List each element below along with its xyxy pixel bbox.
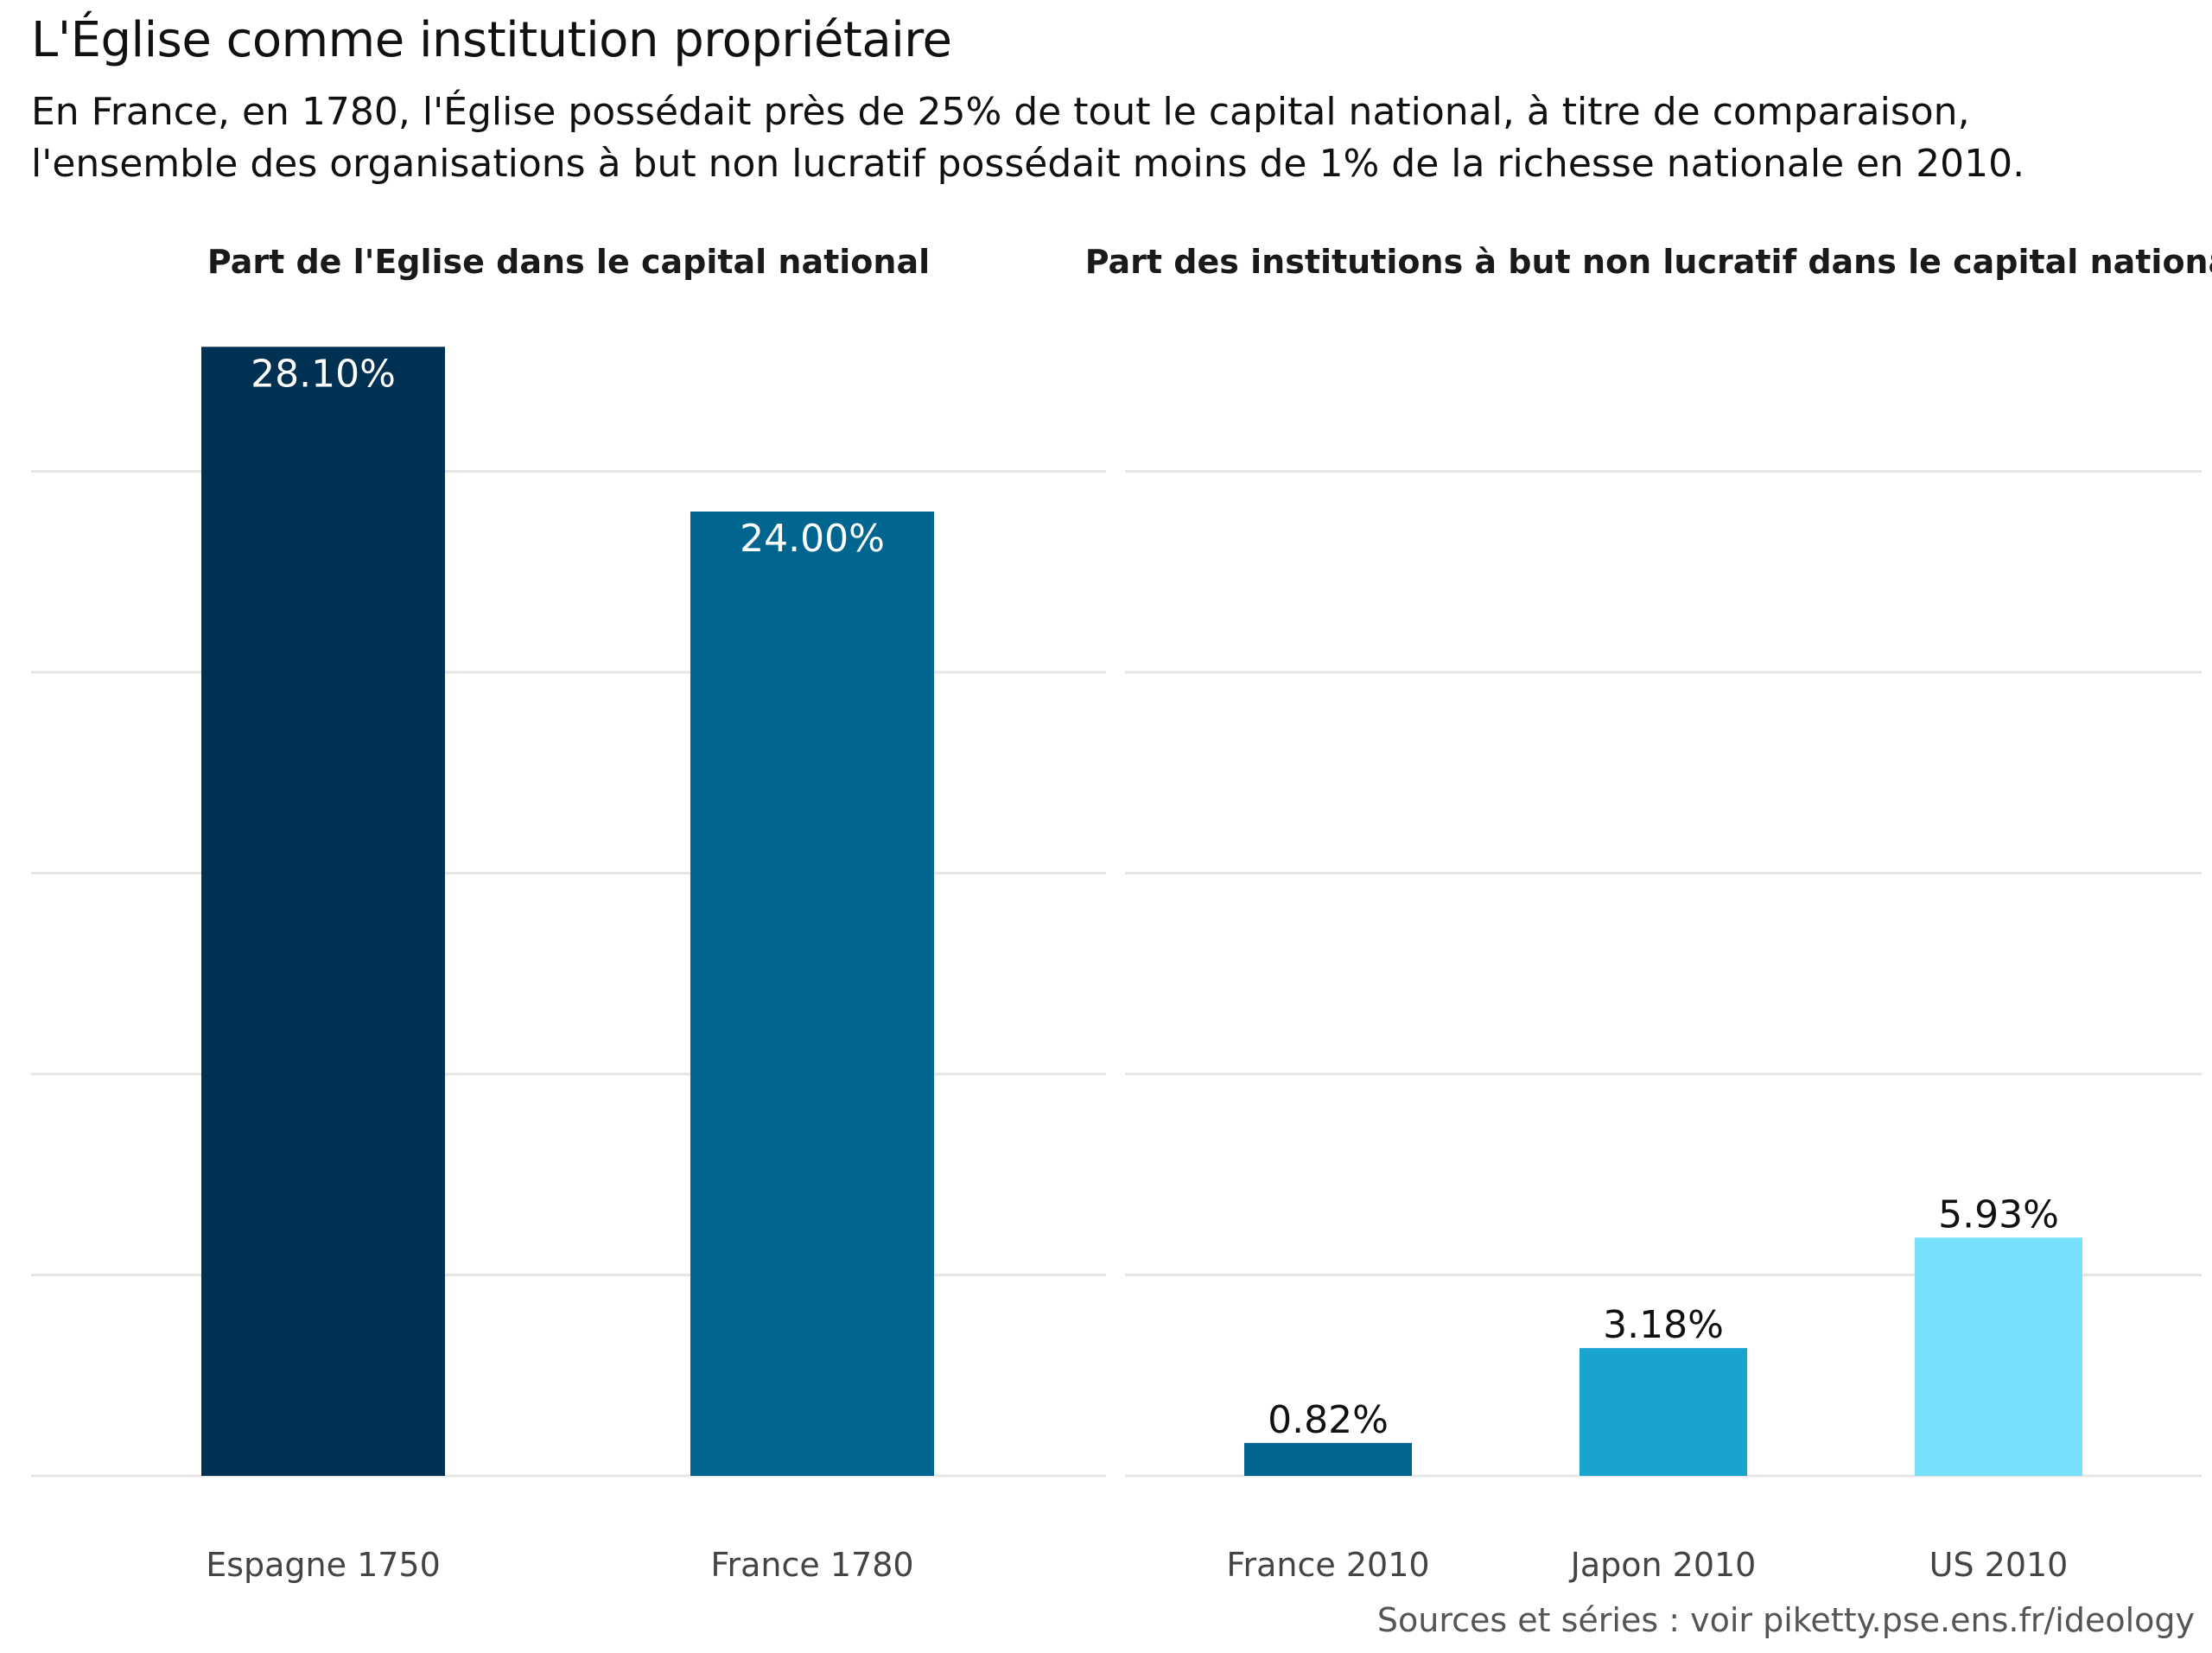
chart-title: L'Église comme institution propriétaire [31,12,952,68]
data-label-france-2010: 0.82% [1268,1398,1389,1442]
panel-title-1: Part de l'Eglise dans le capital nationa… [207,243,930,281]
subtitle-line-1: En France, en 1780, l'Église possédait p… [31,90,1970,134]
category-label-us-2010: US 2010 [1929,1546,2069,1584]
bar-us-2010 [1915,1237,2082,1476]
data-label-espagne-1750: 28.10% [251,352,396,396]
bar-espagne-1750 [201,346,445,1477]
subtitle-line-2: l'ensemble des organisations à but non l… [31,142,2025,186]
category-label-france-1780: France 1780 [710,1546,913,1584]
data-label-japon-2010: 3.18% [1603,1303,1724,1347]
bar-japon-2010 [1580,1348,1747,1476]
category-label-japon-2010: Japon 2010 [1569,1546,1757,1584]
bar-france-1780 [690,512,934,1476]
chart-subtitle: En France, en 1780, l'Église possédait p… [31,86,2174,190]
category-label-france-2010: France 2010 [1226,1546,1429,1584]
source-caption: Sources et séries : voir piketty.pse.ens… [1376,1601,2195,1639]
panel-title-2: Part des institutions à but non lucratif… [1085,243,2212,281]
bar-france-2010 [1244,1442,1412,1476]
category-label-espagne-1750: Espagne 1750 [206,1546,441,1584]
data-label-us-2010: 5.93% [1938,1192,2059,1237]
data-label-france-1780: 24.00% [740,517,885,561]
